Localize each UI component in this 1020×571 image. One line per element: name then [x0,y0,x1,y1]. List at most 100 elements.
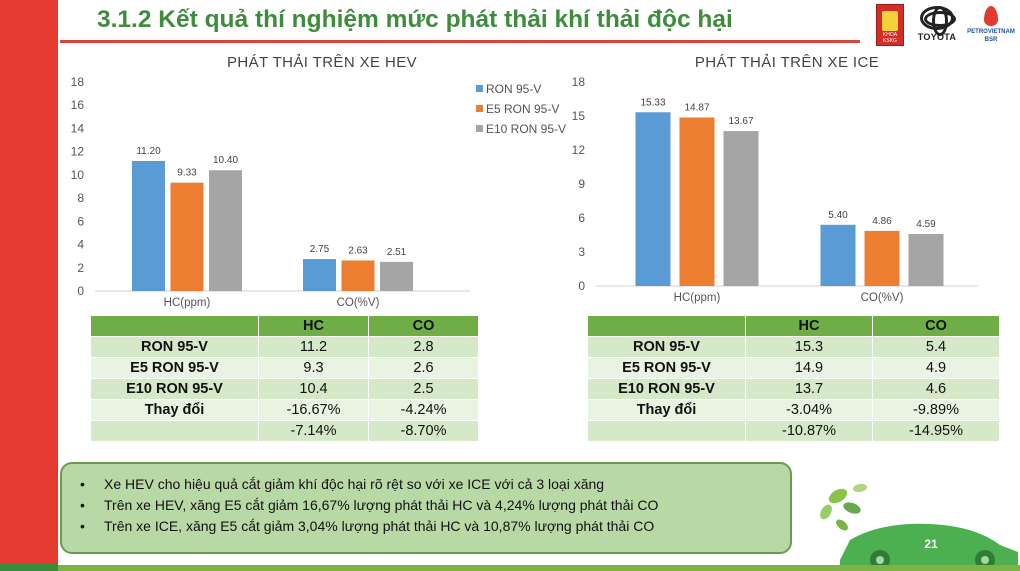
y-tick-label: 16 [71,98,85,112]
table-cell-hc: -7.14% [258,420,369,442]
table-cell-co: -9.89% [872,399,1000,421]
summary-box: Xe HEV cho hiệu quả cắt giảm khí độc hại… [60,462,792,554]
bottom-green-band [58,565,1020,571]
chart-title: PHÁT THẢI TRÊN XE HEV [227,54,417,71]
bar-e10-ron-95-v [908,233,944,286]
table-header-cell: CO [368,315,479,337]
y-tick-label: 12 [71,145,85,159]
x-tick-label: CO(%V) [861,292,904,304]
leaf-decoration-icon [820,483,867,531]
ice-table-body: HC CO RON 95-V 15.3 5.4 E5 RON 95-V 14.9 4.9 E10… [587,315,1000,442]
hev-table-body: HC CO RON 95-V 11.2 2.8 E5 RON 95-V 9.3 2.6 E10 … [90,315,479,442]
table-cell-label: E5 RON 95-V [587,357,746,379]
y-tick-label: 3 [578,245,585,259]
petrovietnam-logo-icon: PETROVIETNAM BSR [966,4,1016,48]
legend-swatch [476,125,483,132]
ice-data-table: HC CO RON 95-V 15.3 5.4 E5 RON 95-V 14.9 4.9 E10… [587,315,1000,442]
table-cell-label: Thay đổi [90,399,259,421]
data-label: 2.51 [387,247,407,258]
y-tick-label: 0 [578,279,585,293]
bar-e10-ron-95-v [380,261,413,291]
legend-entry: RON 95-V [486,82,541,96]
table-header-row: HC CO [587,315,1000,337]
x-tick-label: CO(%V) [337,297,380,309]
table-cell-hc: 13.7 [745,378,873,400]
table-cell-co: -4.24% [368,399,479,421]
y-tick-label: 18 [71,75,85,89]
table-cell-hc: -3.04% [745,399,873,421]
bsr-text: BSR [984,37,998,43]
table-cell-co: 5.4 [872,336,1000,358]
data-label: 10.40 [213,155,238,166]
toyota-emblem [920,6,956,36]
hev-data-table: HC CO RON 95-V 11.2 2.8 E5 RON 95-V 9.3 2.6 E10 … [90,315,479,442]
school-logo-text: KHOA KSKG [882,32,898,44]
y-tick-label: 18 [572,75,586,89]
table-header-cell [587,315,746,337]
summary-list: Xe HEV cho hiệu quả cắt giảm khí độc hại… [76,474,776,537]
y-tick-label: 14 [71,121,85,135]
table-cell-hc: 15.3 [745,336,873,358]
data-label: 5.40 [828,210,848,221]
table-cell-co: 4.9 [872,357,1000,379]
bar-ron-95-v [635,112,671,286]
y-tick-label: 9 [578,177,585,191]
chart-title: PHÁT THẢI TRÊN XE ICE [695,54,879,71]
table-row: E10 RON 95-V 13.7 4.6 [587,378,1000,400]
table-cell-label: E10 RON 95-V [90,378,259,400]
slide-title: 3.1.2 Kết quả thí nghiệm mức phát thải k… [97,6,733,33]
data-label: 11.20 [136,146,161,157]
table-cell-co: -8.70% [368,420,479,442]
table-row: Thay đổi -3.04% -9.89% [587,399,1000,421]
x-tick-label: HC(ppm) [674,292,721,304]
table-cell-label: Thay đổi [587,399,746,421]
data-label: 14.87 [684,102,709,113]
table-cell-label: RON 95-V [90,336,259,358]
table-row: E5 RON 95-V 14.9 4.9 [587,357,1000,379]
x-tick-label: HC(ppm) [164,297,211,309]
petrovietnam-text: PETROVIETNAM [967,29,1015,35]
ice-emission-chart: PHÁT THẢI TRÊN XE ICE 0 3 6 9 12 15 18 HC(ppm) 15… [572,54,978,304]
data-label: 13.67 [728,116,753,127]
table-cell-hc: 9.3 [258,357,369,379]
data-label: 4.86 [872,216,892,227]
title-underline [60,40,860,43]
table-cell-label: E5 RON 95-V [90,357,259,379]
table-cell-hc: 14.9 [745,357,873,379]
table-cell-label: E10 RON 95-V [587,378,746,400]
table-header-cell: CO [872,315,1000,337]
data-label: 4.59 [916,219,936,230]
table-row: E10 RON 95-V 10.4 2.5 [90,378,479,400]
y-tick-label: 2 [77,261,84,275]
table-header-row: HC CO [90,315,479,337]
data-label: 15.33 [640,97,665,108]
page-number: 21 [924,537,938,551]
petrovietnam-flame-icon [984,6,998,26]
y-tick-label: 12 [572,143,586,157]
bar-ron-95-v [132,160,165,291]
table-row: RON 95-V 11.2 2.8 [90,336,479,358]
legend-entry: E5 RON 95-V [486,102,559,116]
bar-e5-ron-95-v [864,230,900,286]
table-cell-label [587,420,746,442]
table-header-cell [90,315,259,337]
toyota-logo-icon: TOYOTA [910,6,964,48]
school-logo-emblem [882,11,898,31]
y-tick-label: 6 [77,214,84,228]
bar-e5-ron-95-v [170,182,204,291]
table-row: -7.14% -8.70% [90,420,479,442]
bar-e10-ron-95-v [209,170,242,291]
summary-item: Trên xe HEV, xăng E5 cắt giảm 16,67% lượ… [76,495,776,516]
summary-item: Xe HEV cho hiệu quả cắt giảm khí độc hại… [76,474,776,495]
petrovietnam-logo-text: PETROVIETNAM BSR [966,28,1016,44]
table-cell-hc: -10.87% [745,420,873,442]
bar-ron-95-v [303,259,336,291]
table-row: RON 95-V 15.3 5.4 [587,336,1000,358]
table-header-cell: HC [258,315,369,337]
bar-e5-ron-95-v [341,260,375,291]
y-tick-label: 10 [71,168,85,182]
y-tick-label: 8 [77,191,84,205]
hev-emission-chart: PHÁT THẢI TRÊN XE HEV 0 2 4 6 8 10 12 14 16 18 HC(p… [71,54,566,309]
